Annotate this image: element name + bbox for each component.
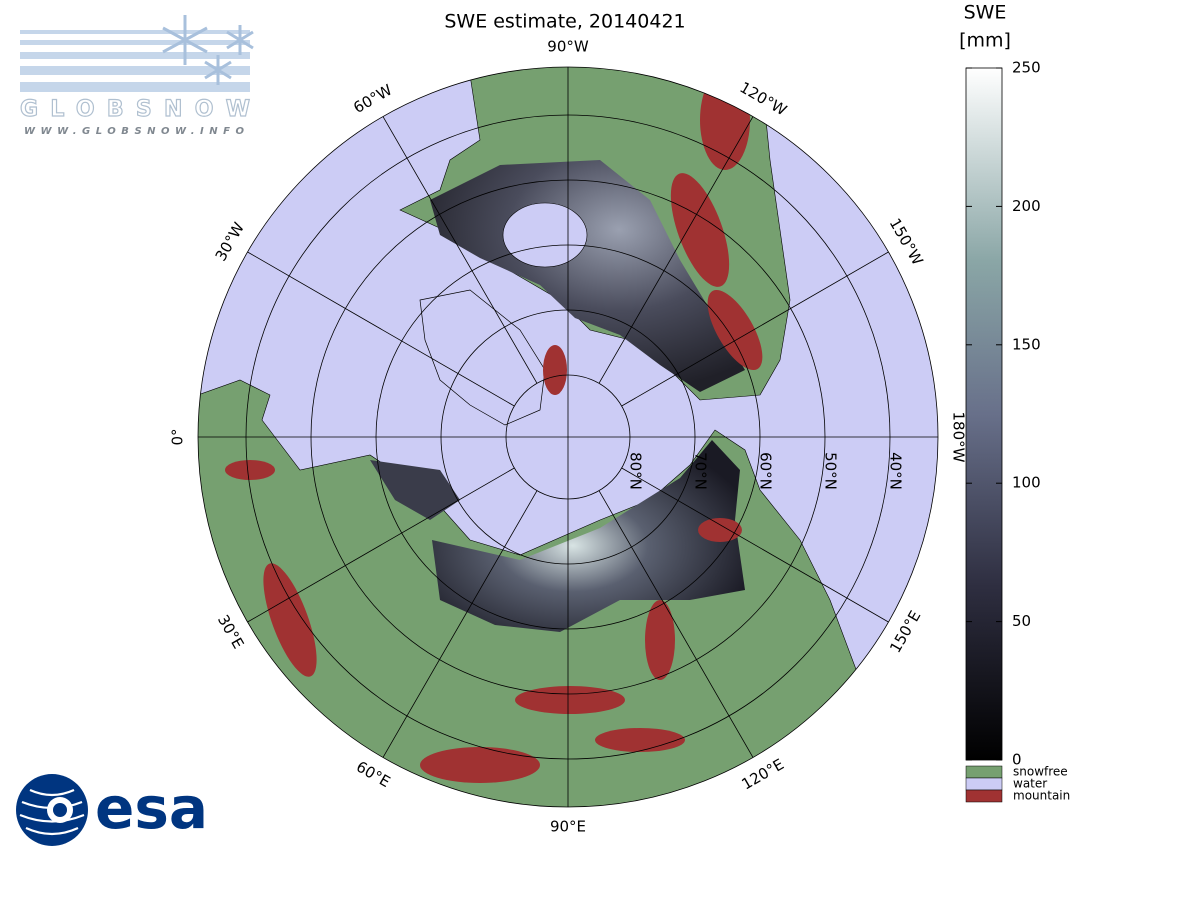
latitude-label: 70°N (692, 452, 710, 490)
latitude-label: 80°N (627, 452, 645, 490)
meridian-label: 60°E (353, 758, 393, 792)
meridian-label: 0° (169, 428, 187, 445)
meridian (382, 116, 538, 384)
meridian (382, 490, 538, 758)
meridian-label: 30°W (212, 219, 248, 264)
esa-logo: esa (16, 774, 208, 846)
meridian-label: 30°E (214, 612, 248, 652)
colorbar-tick-label: 250 (1012, 59, 1041, 77)
colorbar-tick-label: 200 (1012, 197, 1041, 215)
legend-swatch (965, 789, 1003, 803)
globsnow-url: WWW.GLOBSNOW.INFO (24, 126, 244, 137)
hudson-bay (502, 202, 588, 268)
meridian (598, 490, 754, 758)
meridian-label: 90°W (547, 38, 589, 56)
legend-label: snowfree (1013, 765, 1068, 779)
map-border (197, 66, 939, 808)
meridian (247, 251, 515, 407)
legend-swatch (965, 777, 1003, 791)
colorbar-tick-label: 0 (1012, 751, 1022, 769)
colorbar-tick-label: 150 (1012, 335, 1041, 353)
graticule (198, 67, 938, 807)
legend-label: water (1013, 777, 1047, 791)
colorbar-label: [mm] (959, 30, 1011, 52)
globsnow-name: GLOBSNOW (20, 97, 250, 122)
latitude-label: 60°N (757, 452, 775, 490)
colorbar (965, 67, 1003, 761)
colorbar-label: SWE (964, 2, 1007, 24)
latitude-label: 40°N (887, 452, 905, 490)
colorbar-axis: 0 50 100 150 200 250 (966, 59, 1041, 769)
legend-swatch (965, 765, 1003, 779)
meridian-label: 180°W (950, 412, 968, 463)
meridian-label: 90°E (550, 818, 586, 836)
globsnow-logo: GLOBSNOW WWW.GLOBSNOW.INFO (19, 15, 254, 137)
colorbar-tick-label: 50 (1012, 612, 1031, 630)
snow-europe (370, 460, 460, 520)
colorbar-tick-label: 100 (1012, 474, 1041, 492)
snow-north-america (430, 160, 745, 392)
legend-label: mountain (1013, 789, 1070, 803)
esa-name: esa (95, 774, 208, 842)
meridian (247, 467, 515, 623)
meridian (621, 467, 889, 623)
map-title: SWE estimate, 20140421 (444, 11, 685, 33)
meridian (598, 116, 754, 384)
map (198, 67, 938, 807)
meridian (621, 251, 889, 407)
meridian-label: 60°W (350, 81, 395, 117)
snow-eurasia (432, 440, 745, 632)
latitude-label: 50°N (822, 452, 840, 490)
